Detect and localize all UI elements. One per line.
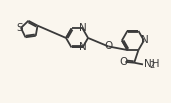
Text: N: N (79, 42, 86, 53)
Text: S: S (16, 23, 23, 33)
Text: N: N (79, 23, 86, 33)
Text: NH: NH (144, 59, 160, 69)
Text: 2: 2 (149, 61, 154, 70)
Text: O: O (120, 57, 128, 67)
Text: O: O (104, 41, 113, 51)
Text: N: N (141, 36, 149, 46)
